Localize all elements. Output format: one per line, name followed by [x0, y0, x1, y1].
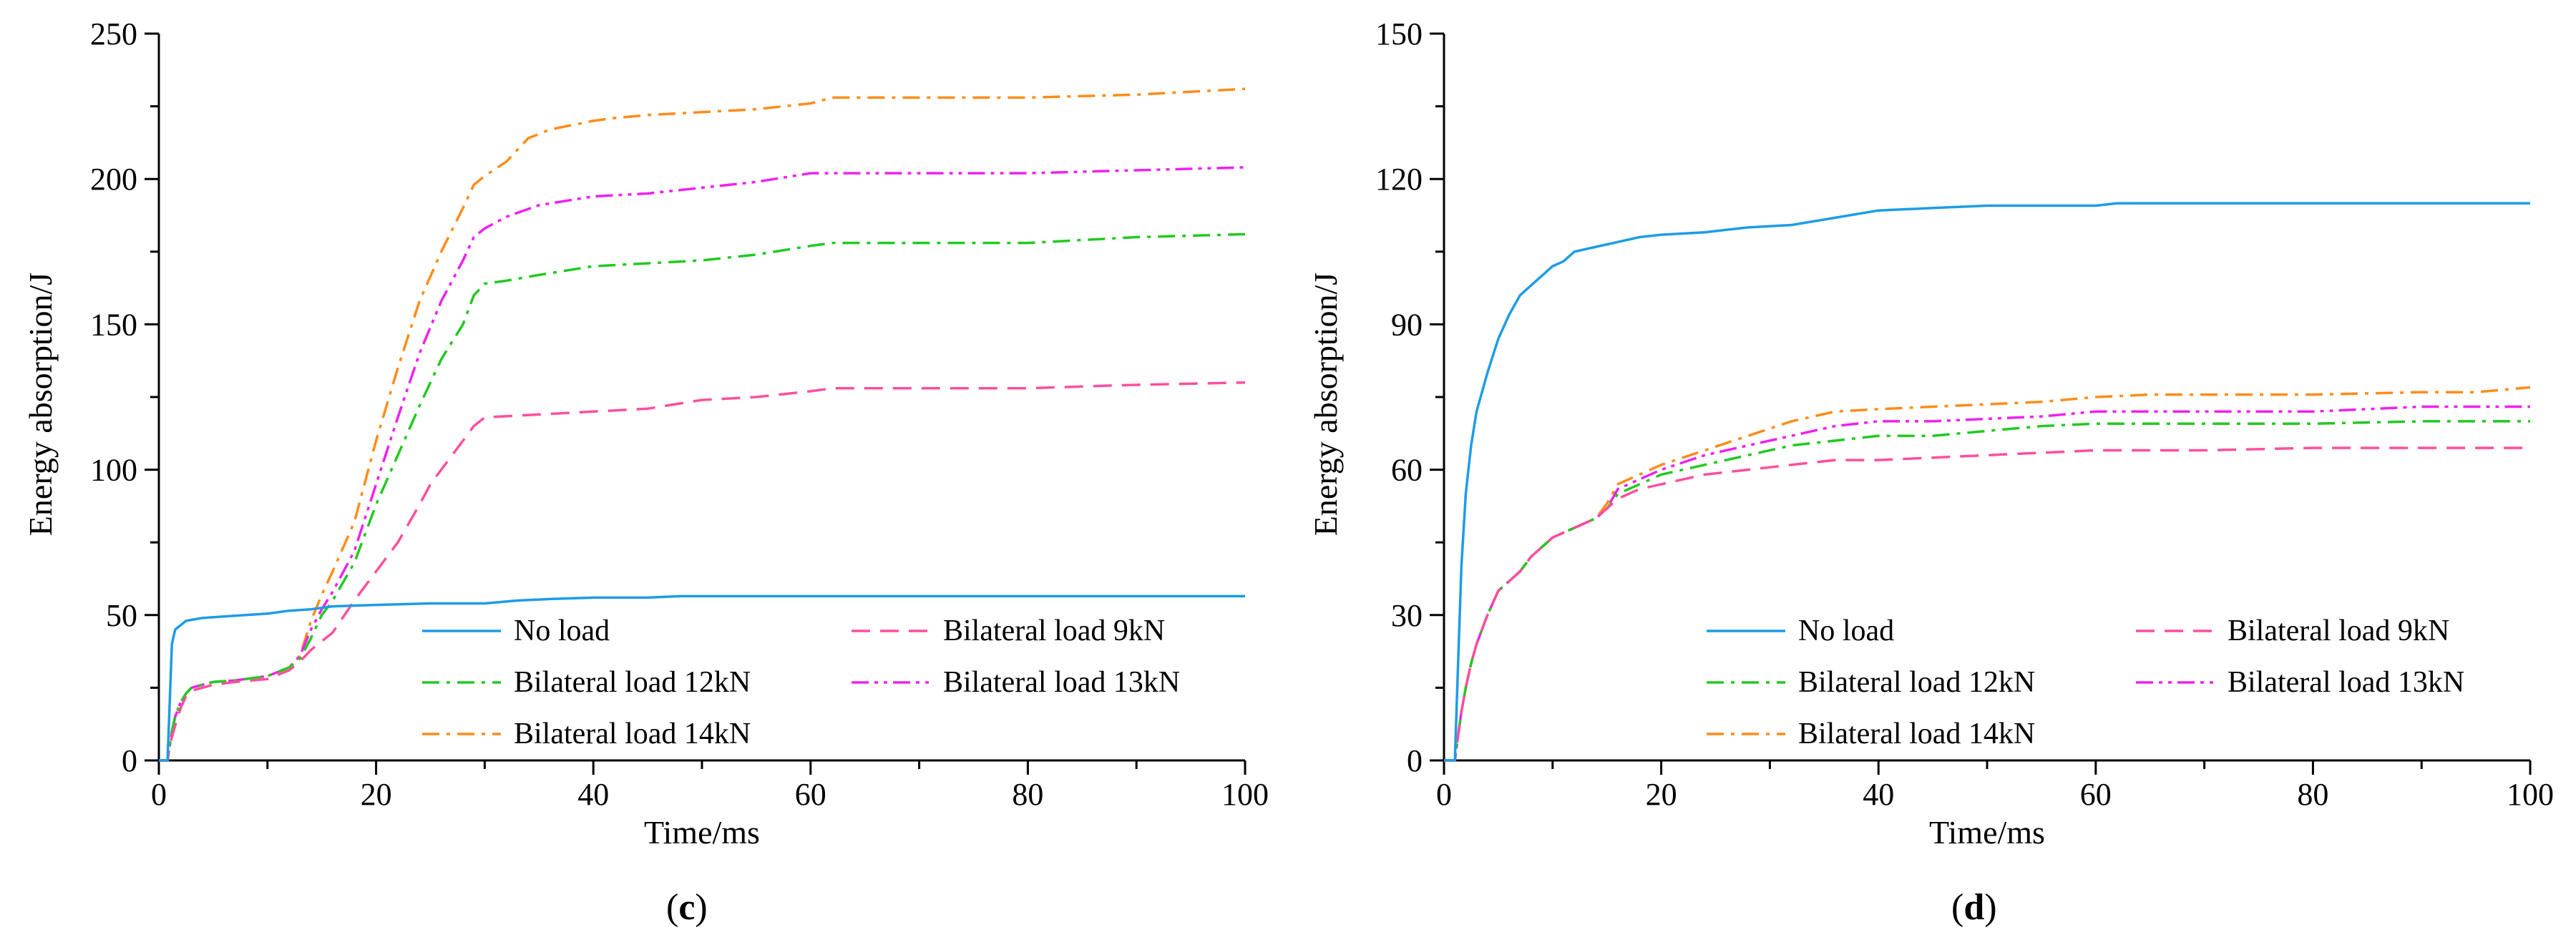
x-tick-label: 80	[1012, 777, 1043, 812]
y-tick-label: 100	[90, 453, 137, 488]
y-axis-title: Energy absorption/J	[22, 273, 59, 536]
x-tick-label: 100	[1221, 777, 1269, 812]
y-tick-label: 60	[1391, 453, 1423, 488]
y-tick-label: 150	[90, 307, 137, 342]
series-line-2	[1444, 420, 2530, 762]
chart-panel-c: 0 20 40 60 80 100 0 50 100 150 200 250 Time/ms Energy…	[22, 16, 1269, 928]
series-line-4	[159, 87, 1246, 762]
chart-panel-d: 0 20 40 60 80 100 0 30 60 90 120 150 Time/ms Energy a…	[1307, 16, 2554, 928]
series-line-2	[159, 232, 1246, 762]
x-tick-label: 60	[2080, 777, 2112, 812]
panel-label: (c)	[666, 887, 708, 928]
y-tick-label: 250	[90, 16, 137, 52]
legend: No load Bilateral load 9kN Bilateral load …	[1707, 614, 2464, 750]
legend: No load Bilateral load 9kN Bilateral load …	[422, 614, 1180, 750]
series-line-4	[1444, 386, 2531, 762]
series-line-0	[1444, 202, 2530, 762]
legend-label-3: Bilateral load 13kN	[2228, 666, 2464, 699]
series-line-0	[159, 594, 1245, 762]
legend-label-0: No load	[514, 614, 610, 647]
x-axis-title: Time/ms	[1929, 814, 2045, 851]
series-line-3	[1444, 405, 2530, 762]
y-tick-label: 150	[1375, 16, 1423, 52]
x-tick-label: 80	[2297, 777, 2328, 812]
y-tick-label: 30	[1391, 598, 1423, 633]
x-axis-title: Time/ms	[644, 814, 760, 851]
legend-label-1: Bilateral load 9kN	[943, 614, 1165, 647]
legend-label-2: Bilateral load 12kN	[1798, 666, 2035, 699]
x-tick-label: 20	[1646, 777, 1677, 812]
y-axis-title: Energy absorption/J	[1307, 273, 1344, 536]
legend-label-1: Bilateral load 9kN	[2228, 614, 2449, 647]
legend-label-3: Bilateral load 13kN	[943, 666, 1180, 699]
y-tick-label: 90	[1391, 307, 1423, 342]
x-tick-label: 40	[1863, 777, 1894, 812]
x-tick-label: 0	[151, 777, 167, 812]
x-tick-label: 0	[1436, 777, 1452, 812]
x-tick-label: 40	[577, 777, 609, 812]
legend-label-2: Bilateral load 12kN	[514, 666, 751, 699]
x-tick-label: 20	[361, 777, 392, 812]
legend-label-4: Bilateral load 14kN	[514, 718, 751, 750]
y-tick-label: 0	[1407, 743, 1423, 778]
series-line-1	[1444, 446, 2530, 762]
legend-label-0: No load	[1798, 614, 1894, 647]
y-tick-label: 0	[122, 743, 137, 778]
panel-label: (d)	[1951, 887, 1997, 928]
y-tick-label: 200	[90, 162, 137, 197]
y-tick-label: 120	[1375, 162, 1423, 197]
series-line-1	[159, 381, 1246, 762]
legend-label-4: Bilateral load 14kN	[1798, 718, 2035, 750]
x-tick-label: 100	[2507, 777, 2554, 812]
y-tick-label: 50	[106, 598, 137, 633]
x-tick-label: 60	[795, 777, 826, 812]
